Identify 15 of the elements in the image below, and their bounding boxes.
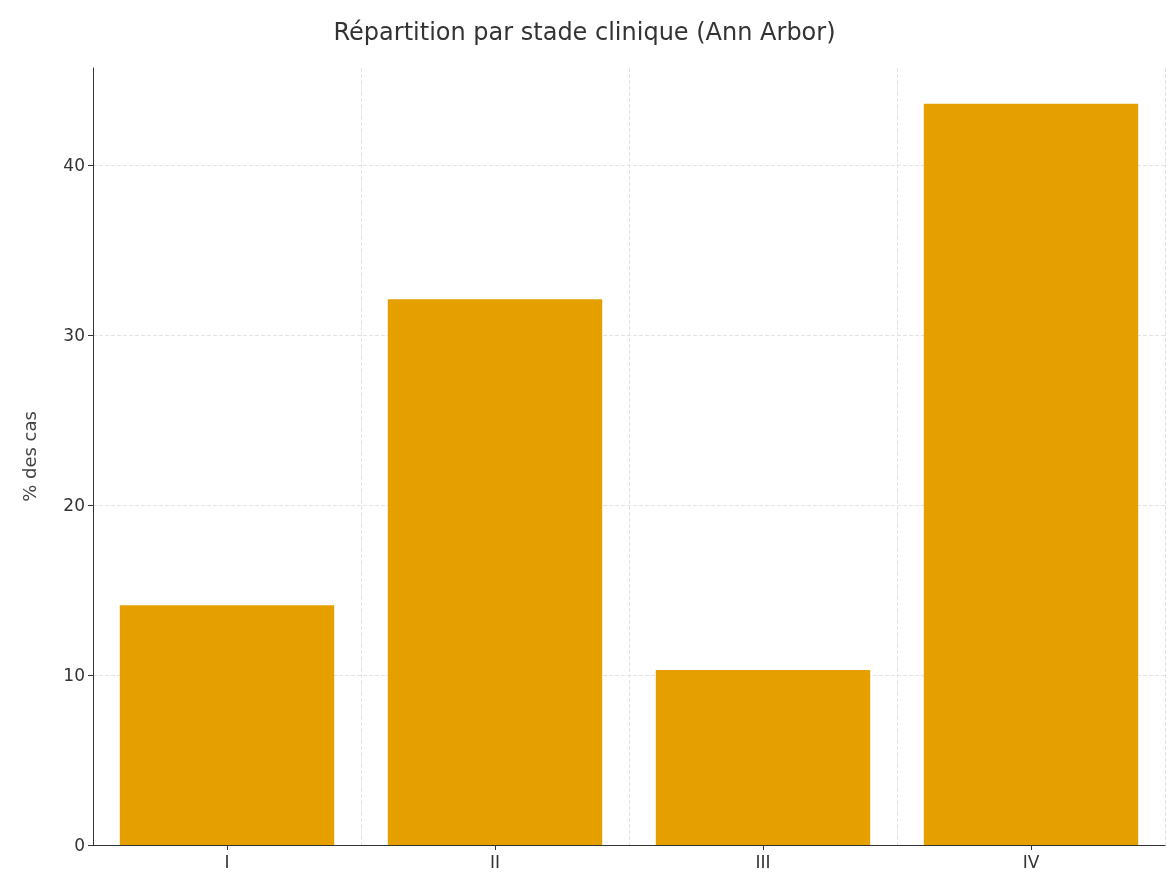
chart-title: Répartition par stade clinique (Ann Arbor) <box>333 18 836 46</box>
y-tick-label: 40 <box>63 154 85 175</box>
bar <box>119 605 335 845</box>
x-tick-label: II <box>489 851 501 872</box>
y-tick-label: 20 <box>63 494 85 515</box>
y-axis-title: % des cas <box>18 411 40 502</box>
bar <box>923 103 1139 845</box>
x-tick-label: IV <box>1022 851 1040 872</box>
bar <box>655 669 871 845</box>
bar <box>387 299 603 845</box>
y-tick-label: 0 <box>74 835 85 855</box>
x-tick-label: I <box>224 851 230 872</box>
y-tick-label: 30 <box>63 324 85 345</box>
x-tick-label: III <box>755 851 771 872</box>
y-tick-label: 10 <box>63 664 85 685</box>
